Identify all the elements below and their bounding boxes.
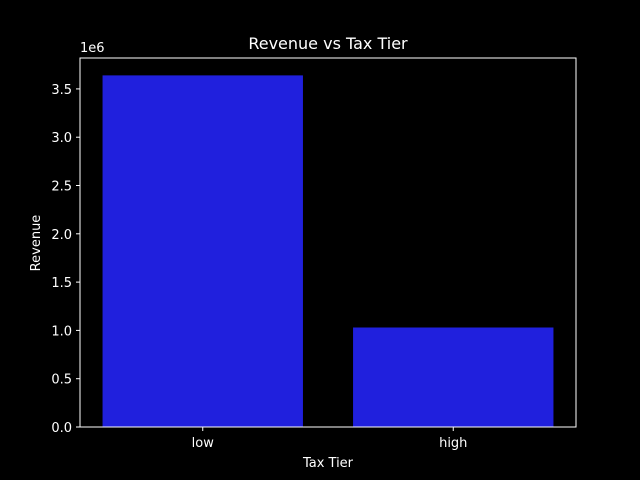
y-tick-label: 1.0 xyxy=(51,324,72,339)
x-tick-label: high xyxy=(439,436,467,451)
x-ticks-group: low high xyxy=(192,427,467,451)
x-axis-label: Tax Tier xyxy=(302,456,354,471)
plot-frame xyxy=(79,57,577,428)
bars-group xyxy=(102,75,554,427)
y-tick-label: 0.5 xyxy=(51,373,72,388)
y-axis-label: Revenue xyxy=(29,215,44,272)
chart-title: Revenue vs Tax Tier xyxy=(248,34,408,53)
y-tick-label: 1.5 xyxy=(51,276,72,291)
x-tick-label: low xyxy=(192,436,215,451)
y-tick-label: 3.0 xyxy=(51,131,72,146)
y-tick-label: 2.5 xyxy=(51,180,72,195)
y-ticks-group: 0.0 0.5 1.0 1.5 2.0 2.5 3.0 3.5 xyxy=(51,83,80,436)
bar-high xyxy=(353,327,554,427)
y-tick-label: 0.0 xyxy=(51,421,72,436)
y-offset-label: 1e6 xyxy=(80,41,105,56)
y-tick-label: 3.5 xyxy=(51,83,72,98)
y-tick-label: 2.0 xyxy=(51,228,72,243)
bar-low xyxy=(102,75,303,427)
